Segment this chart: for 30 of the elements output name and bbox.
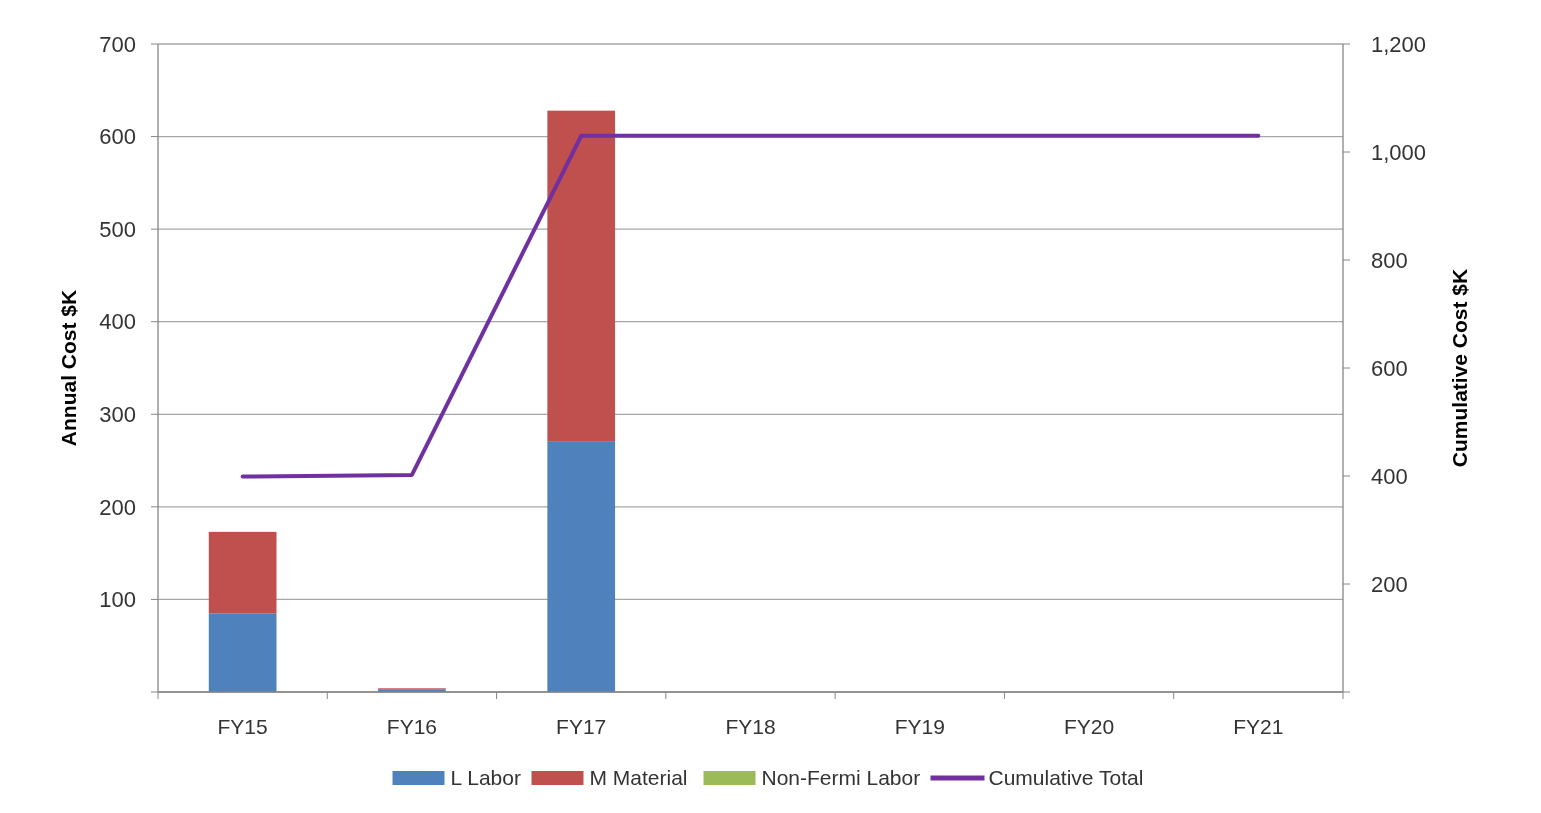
x-tick-label: FY17 (556, 715, 607, 738)
y-tick-label: 500 (99, 216, 136, 242)
x-tick-label: FY16 (386, 715, 438, 738)
y-tick-label: 400 (99, 309, 136, 335)
y-tick-label: 700 (99, 31, 136, 57)
y-tick-label: 200 (99, 494, 136, 520)
legend-label: L Labor (450, 766, 521, 790)
y2-tick-label: 600 (1371, 355, 1408, 381)
y2-tick-label: 200 (1371, 571, 1408, 597)
y-tick-label: 100 (99, 587, 136, 613)
y2-tick-label: 800 (1371, 247, 1408, 273)
bar (208, 531, 277, 614)
legend-label: Non-Fermi Labor (761, 766, 921, 790)
y2-axis-title: Cumulative Cost $K (1448, 268, 1471, 468)
y-axis-title: Annual Cost $K (57, 289, 80, 447)
bar (547, 441, 616, 692)
y-tick-label: 600 (99, 124, 136, 150)
y2-tick-label: 1,200 (1371, 31, 1427, 57)
x-tick-label: FY15 (217, 715, 268, 738)
bar (208, 613, 277, 692)
x-tick-label: FY19 (894, 715, 945, 738)
y-tick-label: 300 (99, 401, 136, 427)
y2-tick-label: 1,000 (1371, 139, 1427, 165)
legend-label: Cumulative Total (988, 766, 1144, 790)
x-tick-label: FY21 (1233, 715, 1284, 738)
bar (547, 110, 616, 442)
legend-label: M Material (589, 766, 688, 790)
y2-tick-label: 400 (1371, 463, 1408, 489)
x-tick-label: FY20 (1063, 715, 1115, 738)
x-tick-label: FY18 (725, 715, 776, 738)
